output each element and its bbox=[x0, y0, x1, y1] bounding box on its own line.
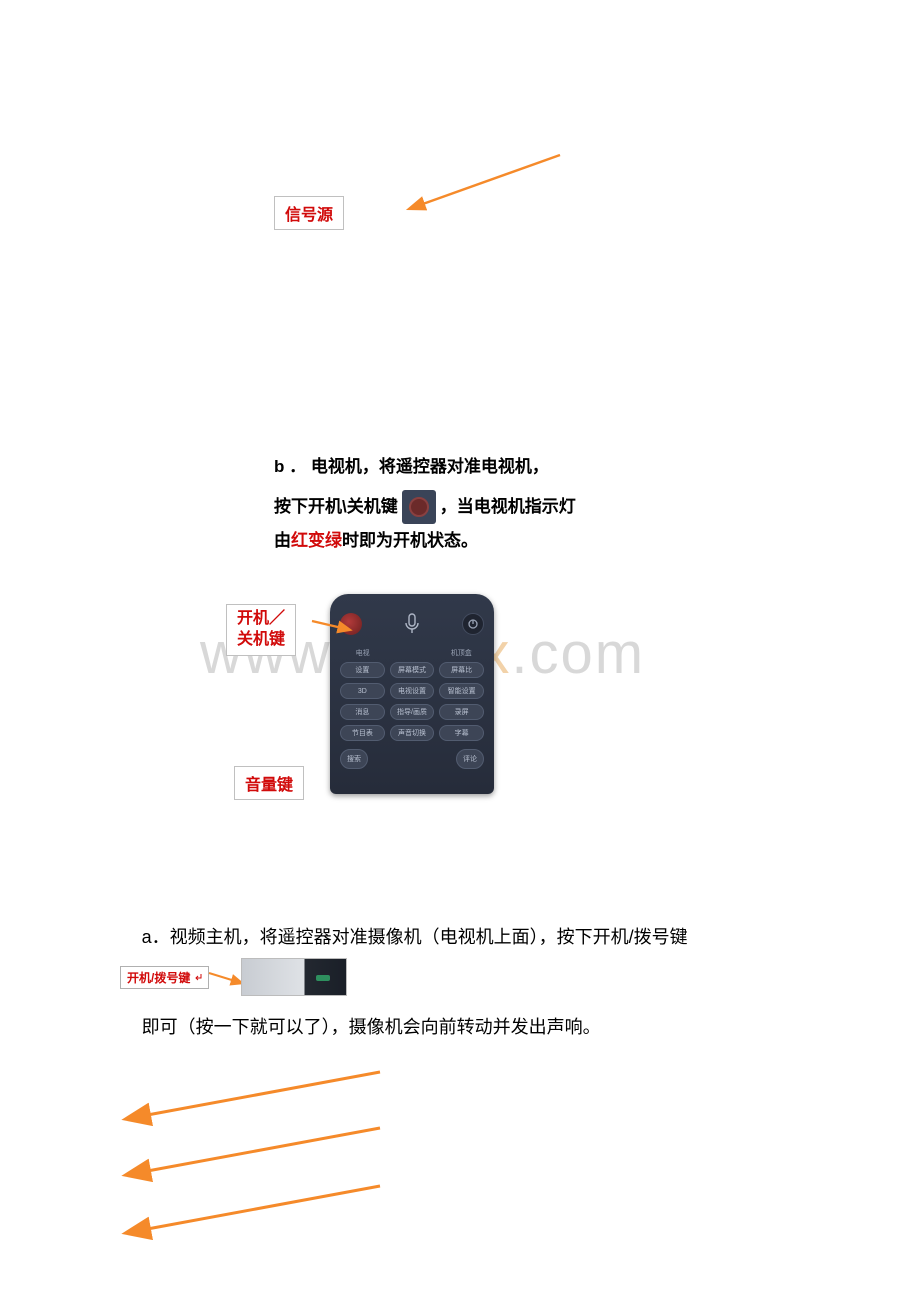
bottom-arrows bbox=[0, 0, 920, 1302]
